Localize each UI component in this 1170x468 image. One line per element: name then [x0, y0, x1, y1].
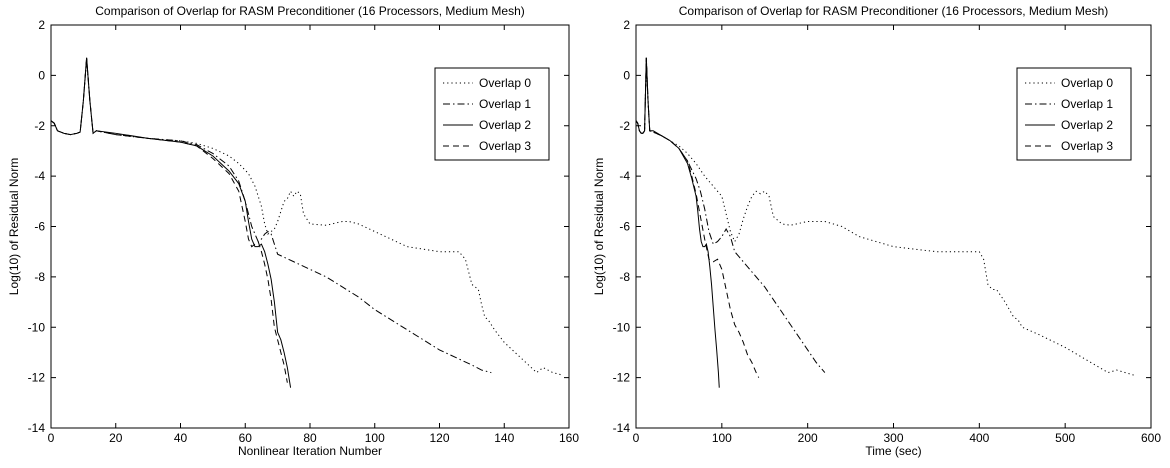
y-tick-label: -2	[619, 119, 630, 133]
y-tick-label: -12	[613, 371, 631, 385]
x-tick-label: 400	[969, 431, 989, 445]
series-lines	[636, 57, 1134, 388]
series-lines	[51, 57, 563, 388]
y-tick-label: -4	[34, 169, 45, 183]
legend: Overlap 0 Overlap 1 Overlap 2 Overlap 3	[1016, 67, 1132, 161]
y-tick-label: 0	[623, 68, 630, 82]
x-tick-label: 100	[365, 431, 385, 445]
x-axis-label: Nonlinear Iteration Number	[238, 444, 382, 458]
legend-label: Overlap 3	[479, 139, 531, 153]
chart-title: Comparison of Overlap for RASM Precondit…	[679, 4, 1109, 18]
y-tick-label: -8	[34, 270, 45, 284]
y-tick-label: -6	[34, 220, 45, 234]
x-tick-label: 500	[1055, 431, 1075, 445]
legend-label: Overlap 0	[1061, 76, 1113, 90]
x-axis-label: Time (sec)	[865, 444, 921, 458]
y-tick-label: 2	[38, 18, 45, 32]
x-tick-label: 40	[174, 431, 188, 445]
x-tick-label: 60	[239, 431, 253, 445]
x-tick-label: 20	[109, 431, 123, 445]
x-tick-label: 0	[633, 431, 640, 445]
right-chart: 0 100 200 300 400 500 600 2 0 -2 -4 -6 -8 -10 -12 -14 Co…	[592, 4, 1161, 458]
y-axis-label: Log(10) of Residual Norm	[7, 158, 21, 295]
x-tick-label: 300	[883, 431, 903, 445]
series-line-overlap-3	[636, 57, 760, 378]
legend-label: Overlap 2	[1061, 118, 1113, 132]
x-tick-label: 140	[494, 431, 514, 445]
legend-label: Overlap 0	[479, 76, 531, 90]
y-tick-label: -2	[34, 119, 45, 133]
y-tick-label: -14	[28, 421, 46, 435]
legend-label: Overlap 3	[1061, 139, 1113, 153]
left-chart: 0 20 40 60 80 100 120 140 16020-2-4-6-8-10-12-14…	[7, 4, 579, 458]
y-tick-label: -4	[619, 169, 630, 183]
legend: Overlap 0 Overlap 1 Overlap 2 Overlap 3	[434, 67, 550, 161]
x-tick-label: 80	[303, 431, 317, 445]
y-tick-label: 0	[38, 68, 45, 82]
y-tick-label: -8	[619, 270, 630, 284]
series-line-overlap-1	[51, 57, 492, 374]
x-tick-label: 100	[712, 431, 732, 445]
x-tick-label: 160	[559, 431, 579, 445]
legend-box	[434, 67, 550, 161]
x-tick-label: 600	[1141, 431, 1161, 445]
legend-label: Overlap 1	[1061, 97, 1113, 111]
x-tick-label: 0	[48, 431, 55, 445]
legend-label: Overlap 2	[479, 118, 531, 132]
chart-title: Comparison of Overlap for RASM Precondit…	[95, 4, 525, 18]
legend-label: Overlap 1	[479, 97, 531, 111]
x-tick-label: 120	[429, 431, 449, 445]
y-tick-label: -10	[613, 320, 631, 334]
y-axis-label: Log(10) of Residual Norm	[592, 158, 606, 295]
y-tick-label: 2	[623, 18, 630, 32]
y-tick-label: -12	[28, 371, 46, 385]
series-line-overlap-2	[636, 57, 720, 388]
y-tick-label: -10	[28, 320, 46, 334]
y-tick-label: -14	[613, 421, 631, 435]
x-tick-label: 200	[798, 431, 818, 445]
legend-box	[1016, 67, 1132, 161]
series-line-overlap-3	[51, 57, 288, 383]
y-tick-label: -6	[619, 220, 630, 234]
